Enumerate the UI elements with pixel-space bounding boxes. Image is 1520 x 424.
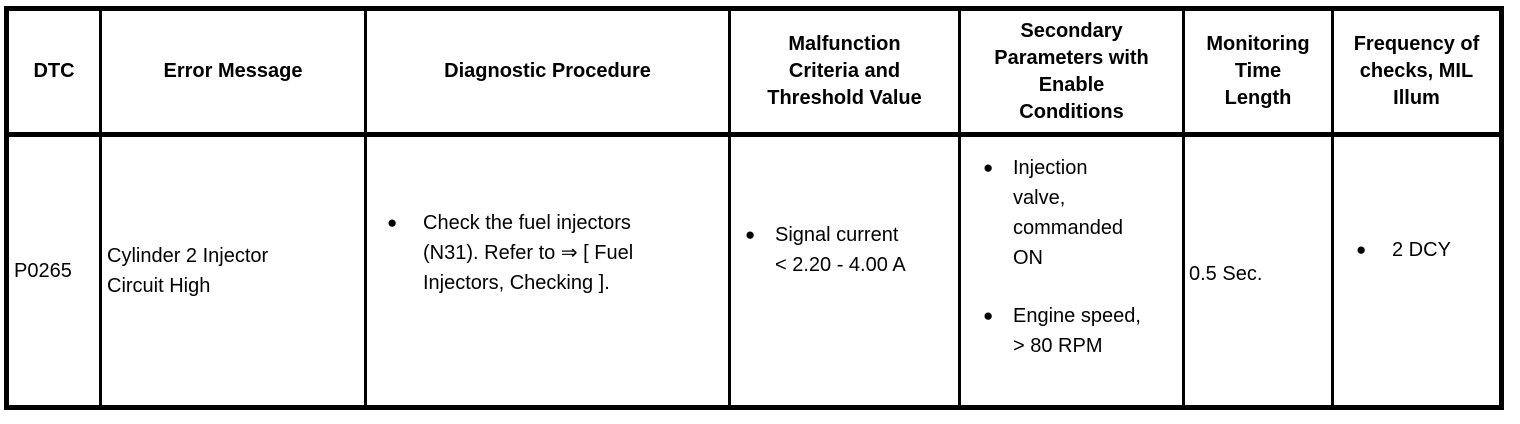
bullet-icon: ● [983,158,994,177]
malfunction-criteria-item: ● Signal current < 2.20 - 4.00 A [745,220,958,280]
bullet-icon: ● [983,306,994,325]
column-header-diagnostic-procedure: Diagnostic Procedure [364,11,728,132]
column-header-dtc: DTC [33,60,75,82]
frequency-text: 2 DCY [1392,239,1451,261]
cell-dtc-code: P0265 [9,137,99,405]
cell-monitoring-time: 0.5 Sec. [1182,137,1331,405]
cell-secondary-parameters: ● Injection valve, commanded ON ● Engine sp… [958,137,1182,405]
secondary-parameter-text: Engine speed, > 80 RPM [1013,305,1141,357]
diagnostic-procedure-item: ● Check the fuel injectors (N31). Refer t… [387,208,728,298]
column-header-secondary-parameters: Secondary Parameters with Enable Conditions [958,11,1182,132]
secondary-parameter-text: Injection valve, commanded ON [1013,157,1124,269]
diagnostic-procedure-text: Check the fuel injectors (N31). Refer to … [423,212,634,294]
monitoring-time-text: 0.5 Sec. [1189,263,1263,285]
dtc-table: DTC Error Message Diagnostic Procedure M… [4,6,1504,410]
cell-error-message: Cylinder 2 Injector Circuit High [99,137,364,405]
secondary-parameter-item: ● Injection valve, commanded ON [983,153,1182,273]
cell-frequency-of-checks: ● 2 DCY [1331,137,1499,405]
secondary-parameter-item: ● Engine speed, > 80 RPM [983,301,1182,361]
cell-malfunction-criteria: ● Signal current < 2.20 - 4.00 A [728,137,958,405]
dtc-code: P0265 [14,260,72,282]
table-header-row: DTC Error Message Diagnostic Procedure M… [9,11,1499,137]
bullet-icon: ● [1356,240,1367,259]
column-header-monitoring-time: Monitoring Time Length [1182,11,1331,132]
column-header-frequency-of-checks: Frequency of checks, MIL Illum [1331,11,1499,132]
frequency-item: ● 2 DCY [1356,235,1499,265]
column-header-malfunction-criteria: Malfunction Criteria and Threshold Value [728,11,958,132]
cell-diagnostic-procedure: ● Check the fuel injectors (N31). Refer t… [364,137,728,405]
table-body-row: P0265 Cylinder 2 Injector Circuit High ● … [9,137,1499,405]
column-header-error-message: Error Message [99,11,364,132]
bullet-icon: ● [745,225,756,244]
malfunction-criteria-text: Signal current < 2.20 - 4.00 A [775,224,906,276]
error-message-text: Cylinder 2 Injector Circuit High [107,245,269,297]
bullet-icon: ● [387,213,398,232]
